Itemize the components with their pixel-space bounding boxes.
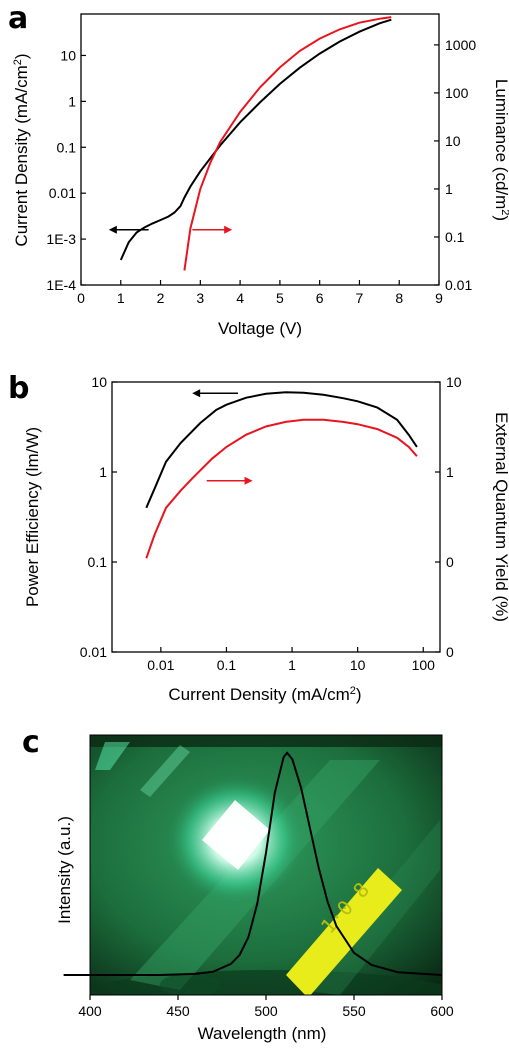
panel-a-frame — [80, 13, 440, 286]
device-photo: 1·0 8 — [90, 735, 442, 995]
panel-b-x-tick-label: 0.1 — [217, 657, 237, 673]
panel-a-y-left-sup: 2 — [12, 59, 24, 65]
panel-label-c: c — [22, 725, 40, 760]
panel-a-x-tick-label: 8 — [395, 290, 403, 306]
panel-a-x-tick-label: 3 — [196, 290, 204, 306]
panel-a-y-left-tick-label: 0.01 — [49, 185, 76, 201]
panel-b-quantum-yield-curve — [145, 418, 418, 559]
panel-a-x-tick-label: 1 — [117, 290, 125, 306]
panel-c-x-tick-label: 400 — [78, 1003, 102, 1019]
panel-a-x-tick-label: 0 — [77, 290, 85, 306]
panel-b-frame — [111, 381, 441, 653]
panel-a-y-left-tick-label: 10 — [60, 47, 76, 63]
panel-a-y-left-label: Current Density (mA/cm2) — [12, 53, 31, 246]
panel-a-y-left-tick-label: 0.1 — [57, 139, 77, 155]
panel-a-y-right-tick-label: 0.1 — [445, 229, 465, 245]
panel-a-y-right-tick-label: 1000 — [445, 37, 476, 53]
panel-a-y-left-tick-label: 1E-4 — [46, 277, 76, 293]
panel-a-x-tick-label: 4 — [236, 290, 244, 306]
panel-b-y-left-tick-label: 0.01 — [80, 644, 107, 660]
panel-a-luminance-curve — [183, 16, 392, 271]
panel-b-x-tick-label: 100 — [412, 657, 436, 673]
panel-c-x-tick-label: 450 — [166, 1003, 190, 1019]
panel-a-right-axis-arrow — [192, 225, 233, 234]
panel-b-y-left-label: Power Efficiency (lm/W) — [23, 427, 42, 607]
panel-b-x-label: Current Density (mA/cm2) — [168, 685, 361, 704]
panel-b-x-tick-label: 10 — [350, 657, 366, 673]
panel-b-y-right-tick-label: 1 — [446, 464, 454, 480]
panel-b-x-sup: 2 — [350, 685, 356, 697]
panel-b-y-right-tick-label: 0 — [446, 644, 454, 660]
panel-c-x-tick-label: 500 — [254, 1003, 278, 1019]
panel-b-power-efficiency-curve — [145, 391, 418, 509]
panel-a-y-left-tick-label: 1 — [68, 93, 76, 109]
panel-c-chart: 1·0 8 400 450 500 550 600 Wavelength (nm) In… — [55, 734, 454, 1043]
panel-a-y-right-label: Luminance (cd/m2) — [492, 79, 509, 221]
panel-a-y-right-tick-label: 100 — [445, 85, 469, 101]
panel-b-y-right-label: External Quantum Yield (%) — [492, 412, 509, 622]
panel-c-el-spectrum-curve — [63, 751, 443, 976]
panel-label-a: a — [8, 1, 28, 36]
panel-a-y-right-text: Luminance (cd/m — [492, 79, 509, 209]
panel-label-b: b — [8, 371, 29, 406]
panel-a-x-label: Voltage (V) — [218, 319, 302, 338]
panel-a-y-right-tick-label: 10 — [445, 133, 461, 149]
panel-b-right-axis-arrow — [206, 476, 253, 485]
panel-a-x-tick-label: 5 — [276, 290, 284, 306]
panel-b-x-text: Current Density (mA/cm — [168, 685, 349, 704]
panel-a-x-tick-label: 7 — [356, 290, 364, 306]
panel-a-y-right-tick-label: 1 — [445, 181, 453, 197]
panel-b-x-tick-label: 0.01 — [147, 657, 174, 673]
panel-a-chart: 0 1 2 3 4 5 6 7 8 9 1E-4 1E-3 0.01 0.1 1 10 0.01 0.1 1 10 10… — [12, 13, 509, 338]
panel-a-y-left-text: Current Density (mA/cm — [12, 65, 31, 246]
panel-a-left-axis-arrow — [108, 225, 149, 234]
panel-a-x-tick-label: 2 — [157, 290, 165, 306]
panel-b-y-right-tick-label: 10 — [446, 374, 462, 390]
panel-b-left-axis-arrow — [192, 389, 239, 398]
panel-c-x-tick-label: 600 — [430, 1003, 454, 1019]
panel-a-x-tick-label: 9 — [435, 290, 443, 306]
panel-c-x-label: Wavelength (nm) — [198, 1024, 327, 1043]
panel-a-y-left-tick-label: 1E-3 — [46, 231, 76, 247]
panel-c-y-label: Intensity (a.u.) — [55, 816, 74, 924]
panel-c-x-tick-label: 550 — [342, 1003, 366, 1019]
panel-b-y-left-tick-label: 1 — [99, 464, 107, 480]
panel-b-x-tick-label: 1 — [288, 657, 296, 673]
panel-a-current-density-curve — [119, 18, 392, 261]
panel-a-y-right-tick-label: 0.01 — [445, 277, 472, 293]
panel-a-x-tick-label: 6 — [316, 290, 324, 306]
panel-b-y-left-tick-label: 0.1 — [88, 554, 108, 570]
panel-b-y-right-tick-label: 0 — [446, 554, 454, 570]
panel-a-y-right-sup: 2 — [499, 209, 509, 215]
panel-b-y-left-tick-label: 10 — [91, 374, 107, 390]
